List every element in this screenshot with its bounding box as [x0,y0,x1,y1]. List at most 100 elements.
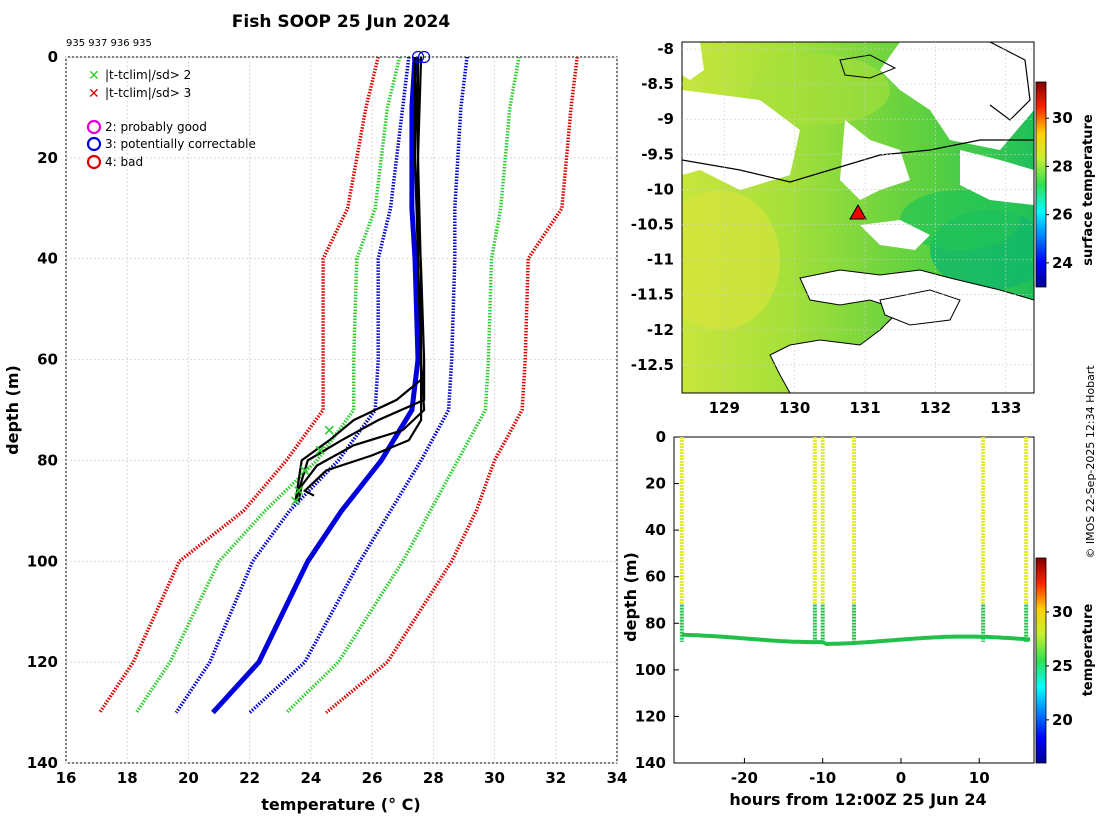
profile-x-tick-label: 26 [362,769,383,787]
timor-coastline [682,139,1034,183]
sst-colorbar-tick-label: 30 [1052,109,1073,127]
sst-map-field [682,42,1034,393]
time-x-ticks: -20 -10 0 10 [731,758,990,787]
qc-flag3-marker [418,50,431,64]
profile-y-tick-label: 40 [37,250,58,268]
profile-y-label: depth (m) [3,365,22,455]
time-y-tick-label: 100 [635,661,666,679]
time-x-tick-label: -10 [809,769,836,787]
profile-x-tick-label: 20 [178,769,199,787]
time-x-tick-label: -20 [731,769,758,787]
map-lat-tick-label: -8 [657,40,674,58]
profile-y-tick-label: 80 [37,451,58,469]
legend-red-x-icon: ✕ [88,86,100,102]
legend-qc2: 2: probably good [105,120,207,134]
map-lat-ticks: -8 -8.5 -9 -9.5 -10 -10.5 -11 -11.5 -12 -12.5 [631,40,1034,374]
profile-plot: 16 18 20 22 24 26 28 30 32 34 020406080100120140 … [3,48,627,814]
legend-sd3: |t-tclim|/sd> 3 [105,86,191,100]
profile-x-tick-label: 34 [607,769,628,787]
time-y-tick-label: 20 [645,475,666,493]
cloud-mask-east [960,150,1034,205]
profile-x-tick-label: 18 [117,769,138,787]
profile-plot-frame [65,56,618,764]
legend-blue-circle-icon [86,136,102,152]
sst-patch-north [750,55,890,125]
temperature-colorbar [1035,557,1047,764]
map-lon-tick-label: 131 [849,399,880,417]
legend-red-circle-icon [86,154,102,170]
drop-ids: 935 937 936 935 [66,38,152,49]
map-lon-tick-label: 130 [779,399,810,417]
profile-y-tick-label: 100 [27,552,58,570]
map-lat-tick-label: -10 [647,180,674,198]
profile-gridlines [65,56,618,764]
cloud-mask-centre-2 [860,220,930,250]
profile-y-ticks: 0 20 40 60 80 100 120 140 [27,48,58,772]
map-lon-tick-label: 129 [709,399,740,417]
profile-x-tick-label: 16 [56,769,77,787]
profile-x-tick-label: 22 [239,769,260,787]
credit: © IMOS 22-Sep-2025 12:34 Hobart [1084,365,1097,559]
time-x-tick-label: 0 [896,769,906,787]
map-lat-tick-label: -9.5 [641,145,674,163]
sst-colorbar-ticks: 24 26 28 30 [1046,109,1073,272]
bottom-temperature-trace [681,632,1031,647]
time-y-label: depth (m) [621,552,640,642]
time-y-tick-label: 0 [656,428,666,446]
cloud-mask-ne [880,42,1034,150]
time-section-data [679,437,1031,647]
cloud-mask-centre [840,120,910,200]
profile-flag-markers [291,50,431,506]
series-clim-plus-1sd [248,57,469,714]
time-y-ticks: 0 20 40 60 80 100 120 140 [635,428,679,772]
map-lon-ticks: 129 130 131 132 133 [709,42,1021,417]
profile-y-tick-label: 0 [48,48,58,66]
map-lat-tick-label: -10.5 [631,216,674,234]
map-lat-tick-label: -12.5 [631,356,674,374]
qc-flag3-marker [411,50,425,64]
island-coastline-ne [989,42,1031,121]
map-lon-tick-label: 132 [920,399,951,417]
legend-green-x-icon: ✕ [88,68,100,84]
sst-colorbar-tick-label: 26 [1052,206,1073,224]
temperature-colorbar-ticks: 20 25 30 [1046,603,1073,729]
flag-sd2-marker [315,445,325,455]
legend-sd2: |t-tclim|/sd> 2 [105,68,191,82]
legend-qc3: 3: potentially correctable [105,137,256,151]
map-lat-tick-label: -9 [657,110,674,128]
flag-sd2-marker [294,486,304,496]
land-melville-island [879,289,961,326]
legend-qc4: 4: bad [105,155,143,169]
profile-y-tick-label: 140 [27,754,58,772]
map-lat-tick-label: -12 [647,321,674,339]
temperature-colorbar-tick-label: 30 [1052,603,1073,621]
time-x-label: hours from 12:00Z 25 Jun 24 [729,790,986,809]
time-x-tick-label: 10 [969,769,990,787]
profile-x-ticks: 16 18 20 22 24 26 28 30 32 34 [56,769,628,787]
time-section-plot: -20 -10 0 10 0 20 40 60 80 100 120 140 20 25 30 temp… [621,428,1096,809]
time-y-tick-label: 80 [645,614,666,632]
sst-map-frame [681,41,1035,394]
profile-y-tick-label: 60 [37,351,58,369]
profile-x-tick-label: 30 [484,769,505,787]
temperature-colorbar-tick-label: 20 [1052,711,1073,729]
sst-map: -8 -8.5 -9 -9.5 -10 -10.5 -11 -11.5 -12 -12.5 129… [631,40,1096,417]
map-lat-tick-label: -11.5 [631,286,674,304]
series-clim-plus-2sd [285,57,521,714]
series-clim-plus-3sd [325,57,579,714]
temperature-colorbar-tick-label: 25 [1052,657,1073,675]
time-y-tick-label: 120 [635,707,666,725]
chart-title: Fish SOOP 25 Jun 2024 [232,12,451,32]
series-drop-3 [297,57,426,502]
profile-series [98,57,579,715]
sst-colorbar-tick-label: 28 [1052,157,1073,175]
profile-legend: ✕ |t-tclim|/sd> 2 ✕ |t-tclim|/sd> 3 2: p… [86,68,256,170]
profile-y-tick-label: 20 [37,149,58,167]
cloud-mask-nw [682,42,704,80]
series-clim-minus-3sd [98,57,380,714]
series-drop-4 [302,57,423,497]
profile-y-tick-label: 120 [27,653,58,671]
time-y-tick-label: 60 [645,568,666,586]
profile-x-label: temperature (° C) [261,795,420,814]
flag-sd2-marker [324,425,334,435]
